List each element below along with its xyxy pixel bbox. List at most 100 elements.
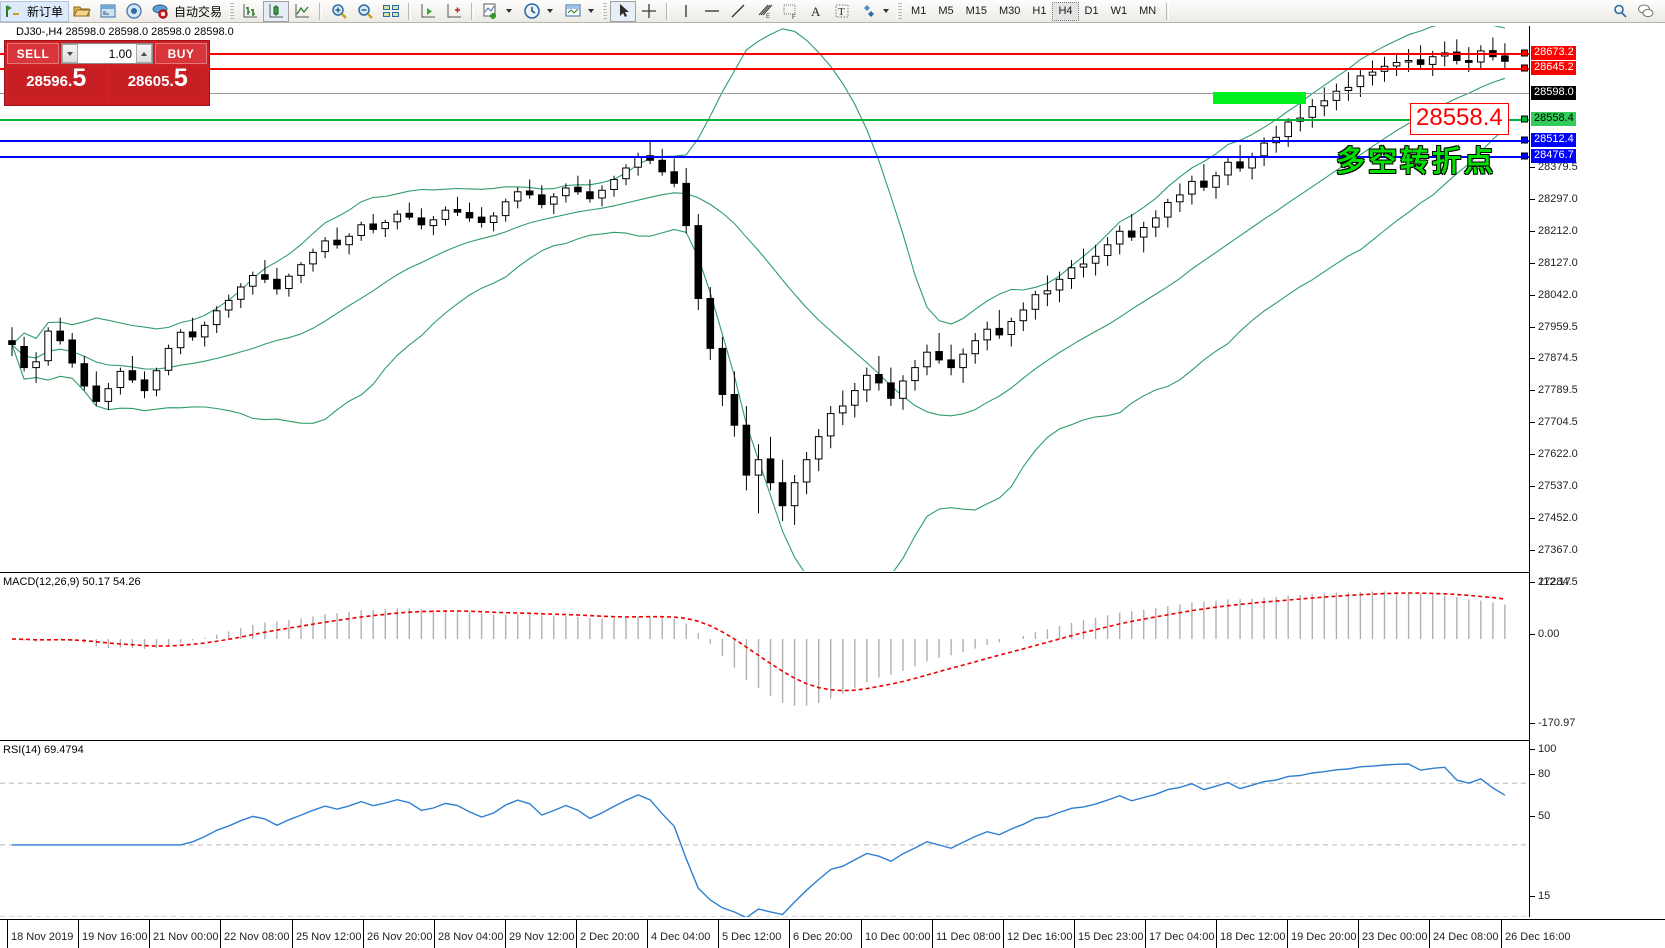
time-tick xyxy=(576,920,577,948)
autotrading-button[interactable]: 自动交易 xyxy=(147,1,228,22)
search-button[interactable] xyxy=(1607,1,1633,22)
axis-tick-label: 27284.5 xyxy=(1538,575,1578,588)
timeframe-m1[interactable]: M1 xyxy=(911,5,927,17)
timeframe-w1[interactable]: W1 xyxy=(1110,5,1128,17)
axis-tick xyxy=(1530,486,1535,487)
add-indicator-button[interactable] xyxy=(478,1,519,22)
price-tag-support-2: 28476.7 xyxy=(1531,149,1576,163)
axis-tick-label: 28379.5 xyxy=(1538,161,1578,173)
templates-button[interactable] xyxy=(560,1,601,22)
chevron-down-icon[interactable] xyxy=(588,9,595,13)
chart-canvas-area[interactable]: DJ30-,H4 28598.0 28598.0 28598.0 28598.0… xyxy=(0,23,1665,948)
axis-tick xyxy=(1530,549,1535,551)
time-tick xyxy=(718,920,719,948)
fibo-button[interactable]: E xyxy=(751,1,777,22)
new-order-button[interactable]: 新订单 xyxy=(0,0,70,22)
label-icon: T xyxy=(835,4,849,18)
volume-increase-button[interactable] xyxy=(136,44,152,63)
autotrading-icon xyxy=(152,4,168,19)
timeframe-d1[interactable]: D1 xyxy=(1084,5,1099,17)
tile-windows-button[interactable] xyxy=(378,1,404,22)
support-line-1[interactable] xyxy=(0,140,1529,142)
chevron-down-icon[interactable] xyxy=(883,9,890,13)
crosshair-button[interactable] xyxy=(636,1,662,22)
resistance-handle-1[interactable] xyxy=(1521,49,1528,57)
macd-label: MACD(12,26,9) 50.17 54.26 xyxy=(3,576,141,588)
svg-text:F: F xyxy=(792,15,796,20)
vertical-line-button[interactable] xyxy=(673,1,699,22)
timeframe-m30[interactable]: M30 xyxy=(999,5,1021,17)
cursor-button[interactable] xyxy=(610,0,637,22)
resistance-line-1[interactable] xyxy=(0,53,1529,55)
pivot-line[interactable] xyxy=(0,119,1529,121)
time-axis[interactable]: 18 Nov 2019 19 Nov 16:00 21 Nov 00:00 22 No… xyxy=(0,919,1665,948)
shift-end-button[interactable] xyxy=(415,1,441,22)
zoom-in-button[interactable] xyxy=(326,1,352,22)
volume-stepper[interactable]: 1.00 xyxy=(61,43,153,64)
value-axis[interactable]: 28379.5 28297.0 28212.0 28127.0 28042.0 27959… xyxy=(1529,26,1665,917)
horizontal-line-button[interactable] xyxy=(699,1,725,22)
timeframe-m15[interactable]: M15 xyxy=(965,5,987,17)
chat-button[interactable] xyxy=(1633,1,1659,22)
axis-tick-label: 27452.0 xyxy=(1538,511,1578,524)
axis-tick-label: 27622.0 xyxy=(1538,448,1578,461)
rsi-axis-tick xyxy=(1530,774,1535,775)
macd-pane[interactable]: MACD(12,26,9) 50.17 54.26 xyxy=(0,574,1529,738)
sell-button[interactable]: 28596. 5 xyxy=(7,66,106,103)
sell-price-dot: . xyxy=(67,73,73,90)
support-line-2[interactable] xyxy=(0,156,1529,158)
auto-scroll-icon xyxy=(447,4,462,18)
current-price-line xyxy=(0,93,1529,94)
pivot-handle[interactable] xyxy=(1521,115,1528,123)
timeframe-h1[interactable]: H1 xyxy=(1032,5,1047,17)
chevron-down-icon[interactable] xyxy=(547,9,554,13)
channel-button[interactable]: F xyxy=(777,1,803,22)
sell-price-integer: 28596 xyxy=(26,73,68,90)
auto-scroll-button[interactable] xyxy=(441,1,467,22)
volume-value[interactable]: 1.00 xyxy=(108,46,132,61)
text-button[interactable]: A xyxy=(803,1,829,22)
buy-label: BUY xyxy=(155,43,207,64)
period-button[interactable] xyxy=(519,1,560,22)
support-handle-2[interactable] xyxy=(1521,152,1528,160)
chevron-down-icon[interactable] xyxy=(506,9,513,13)
price-tag-pivot: 28558.4 xyxy=(1531,112,1576,126)
time-tick-label: 19 Nov 16:00 xyxy=(82,931,148,943)
shapes-button[interactable] xyxy=(855,1,896,22)
time-tick-label: 25 Nov 12:00 xyxy=(296,931,362,943)
resistance-line-2[interactable] xyxy=(0,68,1529,70)
search-icon xyxy=(1614,4,1627,18)
timeframe-m5[interactable]: M5 xyxy=(938,5,954,17)
toolbar-grip-2[interactable] xyxy=(602,2,608,20)
label-button[interactable]: T xyxy=(829,1,855,22)
toolbar-separator-5 xyxy=(1166,2,1170,20)
price-tag-resistance-1: 28673.2 xyxy=(1531,46,1576,60)
rsi-axis-label: 15 xyxy=(1538,890,1551,902)
candlestick-chart-button[interactable] xyxy=(263,0,290,22)
timeframe-mn[interactable]: MN xyxy=(1139,5,1157,17)
rsi-axis-label: 100 xyxy=(1538,743,1557,755)
templates-icon xyxy=(565,4,581,17)
price-pane[interactable] xyxy=(0,26,1529,571)
zoom-out-button[interactable] xyxy=(352,1,378,22)
axis-tick-label: 27874.5 xyxy=(1538,352,1578,365)
trendline-button[interactable] xyxy=(725,1,751,22)
one-click-trading-panel[interactable]: SELL 1.00 BUY 28596. 5 28605. 5 xyxy=(4,40,210,106)
toolbar-grip[interactable] xyxy=(229,2,235,20)
bar-chart-button[interactable] xyxy=(237,1,263,22)
data-window-button[interactable] xyxy=(95,1,121,22)
rsi-pane-divider xyxy=(0,740,1529,741)
resistance-handle-2[interactable] xyxy=(1521,64,1528,72)
navigator-button[interactable] xyxy=(121,1,147,22)
timeframe-h4[interactable]: H4 xyxy=(1052,1,1079,21)
volume-decrease-button[interactable] xyxy=(62,44,78,63)
toolbar-grip-3[interactable] xyxy=(897,2,903,20)
macd-axis-tick xyxy=(1530,582,1535,583)
rsi-pane[interactable]: RSI(14) 69.4794 xyxy=(0,742,1529,917)
line-chart-button[interactable] xyxy=(289,1,315,22)
buy-button[interactable]: 28605. 5 xyxy=(108,66,207,103)
folder-button[interactable] xyxy=(69,1,95,22)
support-handle-1[interactable] xyxy=(1521,136,1528,144)
toolbar-separator-2 xyxy=(408,2,412,20)
price-tag-resistance-2: 28645.2 xyxy=(1531,61,1576,75)
